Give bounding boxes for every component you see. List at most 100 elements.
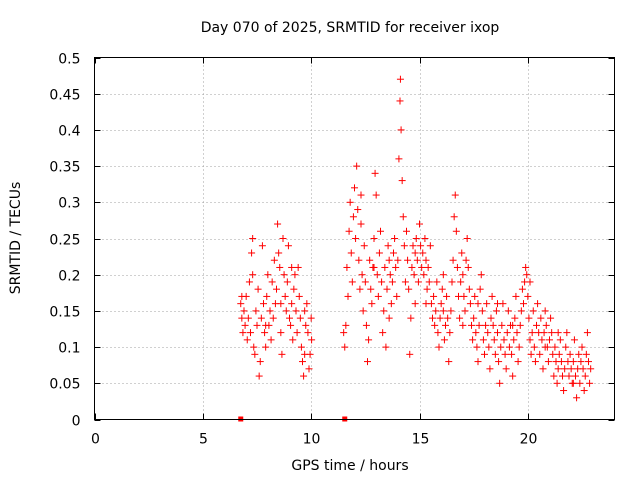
data-point <box>240 307 248 315</box>
plot-frame <box>94 57 615 420</box>
data-point <box>523 271 531 279</box>
data-point <box>464 263 472 271</box>
data-point <box>263 292 271 300</box>
data-point <box>452 227 460 235</box>
data-point <box>406 350 414 358</box>
data-point <box>370 263 378 271</box>
data-point <box>569 358 577 366</box>
data-point <box>459 321 467 329</box>
data-point <box>410 271 418 279</box>
data-point <box>461 307 469 315</box>
data-point <box>245 278 253 286</box>
data-point <box>567 365 575 373</box>
data-point <box>443 292 451 300</box>
data-point <box>527 350 535 358</box>
data-point <box>540 329 548 337</box>
data-point <box>284 242 292 250</box>
data-point <box>418 263 426 271</box>
data-point <box>554 365 562 373</box>
data-point <box>542 321 550 329</box>
data-point <box>249 271 257 279</box>
data-point <box>276 263 284 271</box>
data-point <box>349 213 357 221</box>
data-point <box>458 249 466 257</box>
data-point <box>445 358 453 366</box>
data-point <box>257 314 265 322</box>
data-point <box>450 213 458 221</box>
data-point <box>253 321 261 329</box>
data-point <box>430 292 438 300</box>
data-point <box>501 350 509 358</box>
data-point <box>413 256 421 264</box>
chart-title: Day 070 of 2025, SRMTID for receiver ixo… <box>201 20 500 36</box>
data-point <box>585 358 592 366</box>
data-point <box>471 292 479 300</box>
data-point <box>424 263 432 271</box>
data-point <box>422 300 430 308</box>
data-point <box>368 300 376 308</box>
data-point <box>301 307 309 315</box>
data-point <box>449 256 457 264</box>
data-point <box>548 329 556 337</box>
data-point <box>570 336 578 344</box>
data-point <box>520 300 527 308</box>
data-point <box>513 329 521 337</box>
data-point <box>340 329 348 337</box>
data-point <box>502 365 510 373</box>
data-point <box>518 285 526 293</box>
data-point <box>254 285 262 293</box>
data-point <box>409 242 417 250</box>
data-point <box>412 235 420 242</box>
data-point <box>544 358 552 366</box>
data-point <box>381 263 389 271</box>
data-point <box>359 307 367 315</box>
data-point <box>391 235 399 242</box>
data-point <box>547 314 555 322</box>
data-point <box>296 314 304 322</box>
data-point <box>457 278 465 286</box>
data-point <box>394 256 402 264</box>
data-point <box>355 256 363 264</box>
x-tick-label: 5 <box>199 432 208 448</box>
data-point <box>286 314 293 322</box>
data-point <box>555 350 563 358</box>
data-point <box>553 379 561 387</box>
data-point <box>436 314 444 322</box>
data-point <box>494 300 501 308</box>
data-point <box>341 343 349 351</box>
data-point <box>383 285 391 293</box>
data-point <box>392 263 400 271</box>
data-point <box>541 307 549 315</box>
data-point <box>243 336 251 344</box>
data-point <box>366 256 374 264</box>
data-point <box>478 307 486 315</box>
data-point <box>251 350 259 358</box>
data-point <box>525 314 533 322</box>
data-point <box>421 235 429 242</box>
data-point <box>288 263 296 271</box>
data-point <box>396 97 404 105</box>
data-point <box>538 336 546 344</box>
data-point <box>514 358 522 366</box>
data-point <box>386 271 394 279</box>
data-point <box>401 278 409 286</box>
data-point <box>249 235 257 242</box>
data-point <box>414 278 422 286</box>
data-point <box>444 314 452 322</box>
data-point <box>299 358 306 366</box>
data-point <box>252 307 260 315</box>
data-point <box>372 191 380 199</box>
data-point <box>375 249 383 257</box>
data-point <box>492 307 500 315</box>
data-point <box>448 278 456 286</box>
data-point <box>238 314 246 322</box>
data-point <box>432 307 440 315</box>
data-point <box>425 278 433 286</box>
data-point <box>275 249 283 257</box>
data-point <box>362 321 370 329</box>
data-point <box>485 343 493 351</box>
data-point <box>557 358 565 366</box>
data-point <box>536 350 544 358</box>
data-point <box>466 300 474 308</box>
